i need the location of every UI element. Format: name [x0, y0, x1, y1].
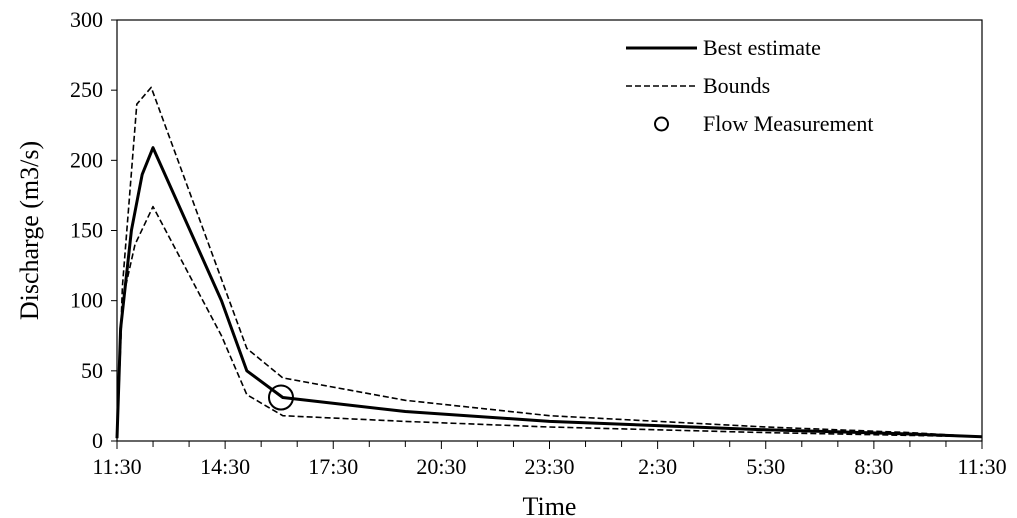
x-tick-label: 14:30 [200, 454, 250, 479]
ticks: 0 50 100 150 200 250 300 11:30 14:30 17:30 20:30 23… [70, 7, 1007, 479]
x-tick-label: 20:30 [416, 454, 466, 479]
y-tick-label: 200 [70, 147, 103, 172]
legend-label: Best estimate [703, 35, 821, 60]
y-tick-label: 50 [81, 358, 103, 383]
axes [116, 19, 983, 442]
upper-bound-line [116, 86, 983, 439]
x-tick-label: 23:30 [524, 454, 574, 479]
x-tick-label: 11:30 [92, 454, 141, 479]
plot-frame [116, 19, 983, 442]
flow-measurement-marker [267, 384, 294, 411]
x-tick-label: 17:30 [308, 454, 358, 479]
x-axis-title: Time [523, 492, 577, 518]
series [115, 86, 983, 439]
x-tick-label: 11:30 [957, 454, 1006, 479]
legend: Best estimate Bounds Flow Measurement [626, 35, 873, 136]
markers [267, 384, 294, 411]
y-tick-label: 100 [70, 288, 103, 313]
y-axis-title: Discharge (m3/s) [15, 141, 44, 320]
x-tick-label: 5:30 [746, 454, 785, 479]
x-tick-label: 8:30 [854, 454, 893, 479]
y-tick-label: 0 [92, 428, 103, 453]
legend-label: Flow Measurement [703, 111, 873, 136]
y-tick-label: 250 [70, 77, 103, 102]
lower-bound-line [116, 205, 983, 439]
best-estimate-line [115, 146, 983, 439]
x-tick-label: 2:30 [638, 454, 677, 479]
legend-label: Bounds [703, 73, 770, 98]
legend-flow-measurement-marker [654, 116, 669, 132]
y-tick-label: 150 [70, 218, 103, 243]
y-tick-label: 300 [70, 7, 103, 32]
